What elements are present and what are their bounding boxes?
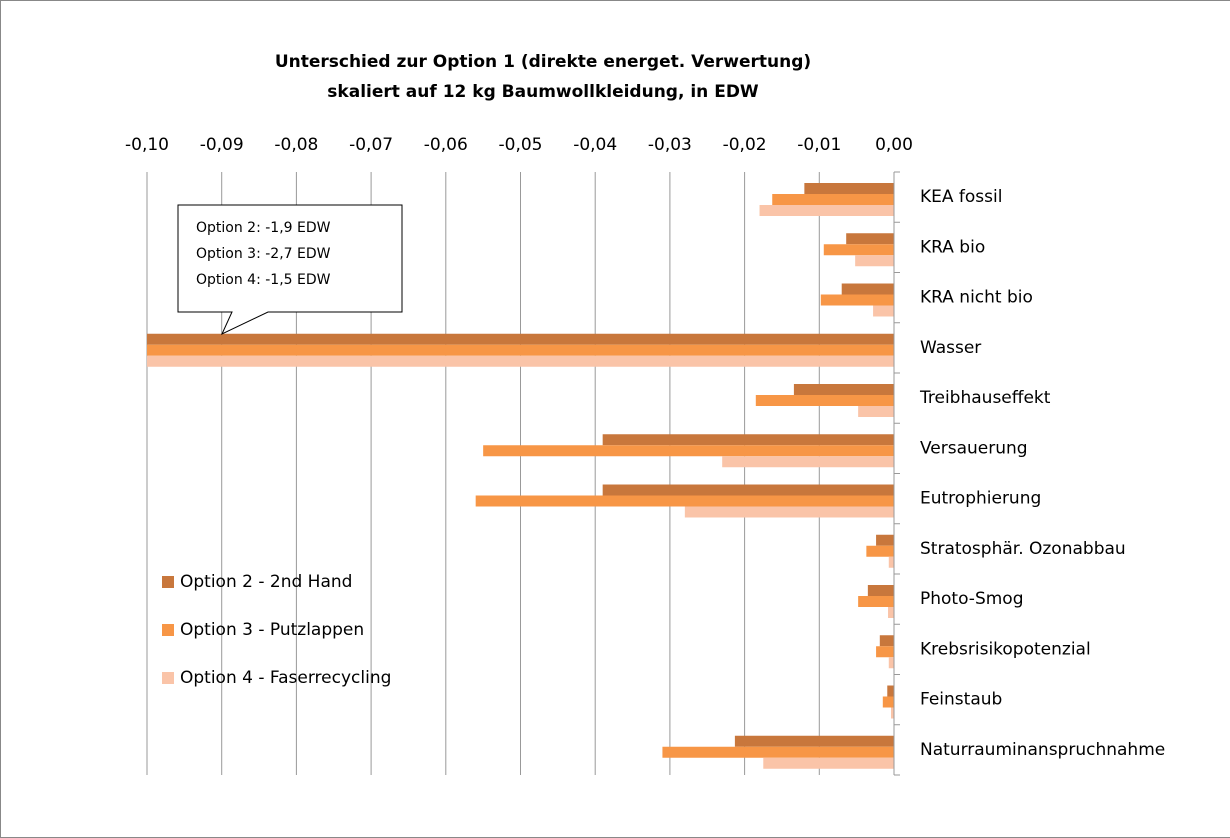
annotation: Option 4: -1,5 EDW: [196, 272, 331, 288]
bar: [759, 205, 894, 216]
x-tick-label: -0,08: [274, 135, 318, 155]
legend-swatch: [162, 672, 174, 684]
annotation: Option 2: -1,9 EDW: [196, 220, 331, 236]
x-tick-label: -0,05: [499, 135, 543, 155]
labels: -0,10 -0,09 -0,08 -0,07 -0,06 -0,05 -0,04 -0,03…: [125, 135, 1165, 776]
bar: [147, 344, 894, 356]
legend-swatch: [162, 576, 174, 588]
legend-label: Option 4 - Faserrecycling: [180, 668, 391, 688]
y-tick-label: Eutrophierung: [920, 489, 1041, 509]
bar: [858, 596, 894, 607]
y-tick-label: Versauerung: [920, 438, 1028, 458]
bar: [147, 355, 894, 367]
y-tick-label: KRA bio: [920, 237, 985, 257]
bar: [873, 305, 894, 317]
x-tick-label: 0,00: [875, 135, 913, 155]
bar: [793, 384, 894, 395]
x-tick-label: -0,03: [648, 135, 692, 155]
bar: [147, 333, 894, 345]
bar: [483, 445, 894, 457]
y-tick-label: Krebsrisikopotenzial: [920, 639, 1091, 659]
legend-label: Option 3 - Putzlappen: [180, 620, 364, 640]
bar: [722, 456, 894, 468]
chart-title: skaliert auf 12 kg Baumwollkleidung, in …: [327, 82, 759, 102]
legend-swatch: [162, 624, 174, 636]
bar: [684, 506, 894, 518]
bar: [876, 646, 894, 658]
bar: [867, 585, 894, 596]
bar: [888, 556, 894, 568]
y-tick-label: Feinstaub: [920, 690, 1002, 710]
bar: [888, 607, 894, 618]
bars: [147, 183, 894, 769]
bar: [820, 294, 894, 306]
y-tick-label: Photo-Smog: [920, 589, 1024, 609]
bar: [763, 757, 894, 769]
x-tick-label: -0,04: [573, 135, 617, 155]
bar: [855, 255, 894, 267]
bar: [662, 746, 894, 758]
y-tick-label: KEA fossil: [920, 187, 1002, 207]
y-tick-label: Naturrauminanspruchnahme: [920, 740, 1165, 760]
y-tick-label: Wasser: [920, 338, 981, 358]
legend-label: Option 2 - 2nd Hand: [180, 572, 352, 592]
y-tick-label: Stratosphär. Ozonabbau: [920, 539, 1126, 559]
bar: [846, 233, 894, 245]
bar: [804, 183, 894, 194]
x-tick-label: -0,07: [349, 135, 393, 155]
bar: [823, 244, 894, 256]
bar: [887, 685, 894, 697]
bar: [772, 194, 894, 205]
bar: [841, 283, 894, 295]
bar: [475, 495, 894, 507]
y-tick-label: KRA nicht bio: [920, 288, 1033, 308]
x-tick-label: -0,02: [723, 135, 767, 155]
bar: [602, 484, 894, 496]
bar: [879, 635, 894, 647]
x-tick-label: -0,06: [424, 135, 468, 155]
bar: [882, 696, 894, 708]
bar: [888, 657, 894, 669]
x-tick-label: -0,01: [797, 135, 841, 155]
bar: [876, 534, 894, 546]
annotation: Option 3: -2,7 EDW: [196, 246, 331, 262]
bar: [734, 735, 894, 747]
bar: [858, 406, 894, 417]
bar: [755, 395, 894, 406]
callout: [177, 204, 403, 336]
chart-title: Unterschied zur Option 1 (direkte energe…: [275, 52, 811, 72]
y-tick-label: Treibhauseffekt: [919, 388, 1051, 408]
bar: [866, 545, 894, 557]
x-tick-label: -0,10: [125, 135, 169, 155]
bar: [891, 707, 894, 719]
x-tick-label: -0,09: [200, 135, 244, 155]
bar: [602, 434, 894, 446]
